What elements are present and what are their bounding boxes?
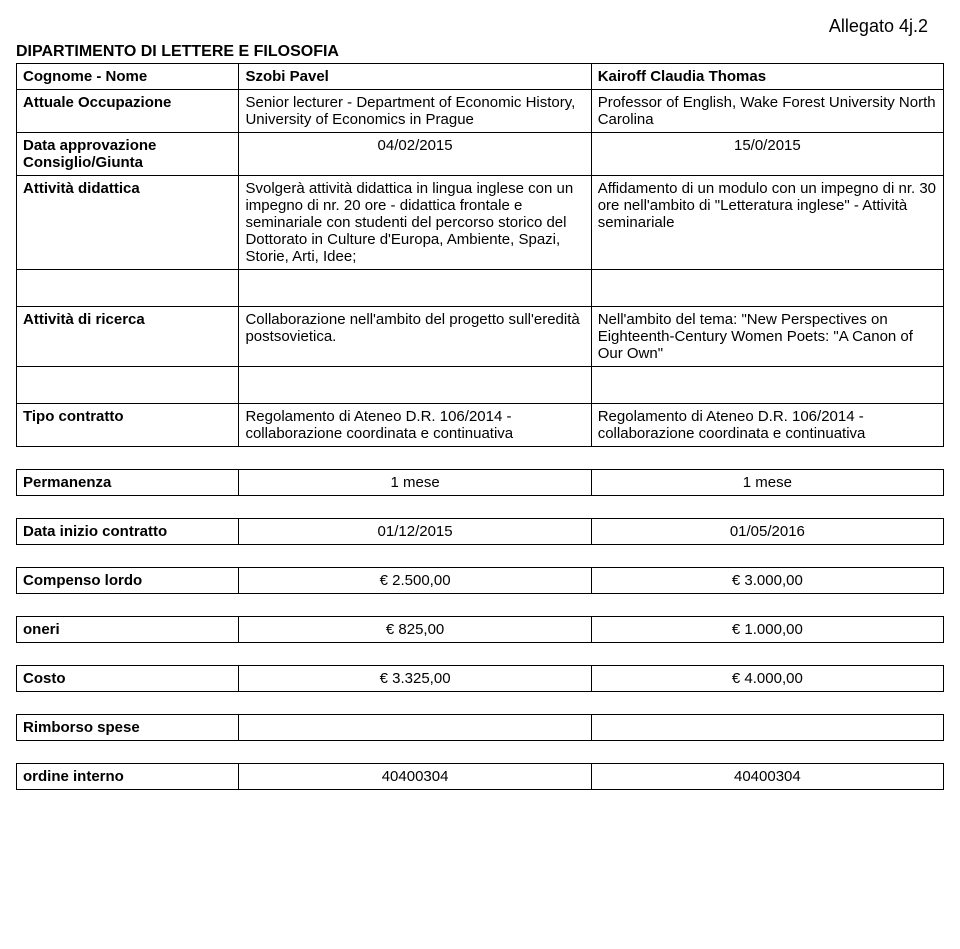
table-gap [16,545,944,567]
label-order: ordine interno [17,764,239,790]
order-table: ordine interno 40400304 40400304 [16,763,944,790]
spacer-row [17,270,944,307]
cell-contract-2: Regolamento di Ateneo D.R. 106/2014 - co… [591,404,943,447]
cell-start-1: 01/12/2015 [239,519,591,545]
cell-name-2: Kairoff Claudia Thomas [591,64,943,90]
table-gap [16,447,944,469]
spacer-row [17,367,944,404]
cell-approval-1: 04/02/2015 [239,133,591,176]
table-row: Tipo contratto Regolamento di Ateneo D.R… [17,404,944,447]
table-gap [16,692,944,714]
cell-contract-1: Regolamento di Ateneo D.R. 106/2014 - co… [239,404,591,447]
table-row: Costo € 3.325,00 € 4.000,00 [17,666,944,692]
table-row: Cognome - Nome Szobi Pavel Kairoff Claud… [17,64,944,90]
cell-cost-2: € 4.000,00 [591,666,943,692]
label-research: Attività di ricerca [17,307,239,367]
cell-stay-1: 1 mese [239,470,591,496]
start-table: Data inizio contratto 01/12/2015 01/05/2… [16,518,944,545]
cell-gross-1: € 2.500,00 [239,568,591,594]
annex-label: Allegato 4j.2 [16,16,944,37]
cell-order-1: 40400304 [239,764,591,790]
cell-cost-1: € 3.325,00 [239,666,591,692]
department-title: DIPARTIMENTO DI LETTERE E FILOSOFIA [16,43,944,61]
label-stay: Permanenza [17,470,239,496]
table-row: oneri € 825,00 € 1.000,00 [17,617,944,643]
cost-table: Costo € 3.325,00 € 4.000,00 [16,665,944,692]
cell-stay-2: 1 mese [591,470,943,496]
label-teaching: Attività didattica [17,176,239,270]
cell-research-2: Nell'ambito del tema: "New Perspectives … [591,307,943,367]
table-row: Data approvazione Consiglio/Giunta 04/02… [17,133,944,176]
table-gap [16,496,944,518]
table-gap [16,594,944,616]
table-row: Attività di ricerca Collaborazione nell'… [17,307,944,367]
cell-charges-1: € 825,00 [239,617,591,643]
label-charges: oneri [17,617,239,643]
cell-charges-2: € 1.000,00 [591,617,943,643]
table-gap [16,643,944,665]
cell-occupation-1: Senior lecturer - Department of Economic… [239,90,591,133]
label-start: Data inizio contratto [17,519,239,545]
cell-name-1: Szobi Pavel [239,64,591,90]
table-row: Data inizio contratto 01/12/2015 01/05/2… [17,519,944,545]
label-occupation: Attuale Occupazione [17,90,239,133]
cell-gross-2: € 3.000,00 [591,568,943,594]
main-table: Cognome - Nome Szobi Pavel Kairoff Claud… [16,63,944,447]
table-row: ordine interno 40400304 40400304 [17,764,944,790]
cell-teaching-2: Affidamento di un modulo con un impegno … [591,176,943,270]
table-row: Permanenza 1 mese 1 mese [17,470,944,496]
label-gross: Compenso lordo [17,568,239,594]
label-approval: Data approvazione Consiglio/Giunta [17,133,239,176]
cell-teaching-1: Svolgerà attività didattica in lingua in… [239,176,591,270]
label-contract: Tipo contratto [17,404,239,447]
table-row: Rimborso spese [17,715,944,741]
cell-occupation-2: Professor of English, Wake Forest Univer… [591,90,943,133]
gross-table: Compenso lordo € 2.500,00 € 3.000,00 [16,567,944,594]
label-reimb: Rimborso spese [17,715,239,741]
cell-research-1: Collaborazione nell'ambito del progetto … [239,307,591,367]
label-name: Cognome - Nome [17,64,239,90]
charges-table: oneri € 825,00 € 1.000,00 [16,616,944,643]
reimb-table: Rimborso spese [16,714,944,741]
cell-start-2: 01/05/2016 [591,519,943,545]
cell-reimb-1 [239,715,591,741]
lower-table: Permanenza 1 mese 1 mese [16,469,944,496]
cell-approval-2: 15/0/2015 [591,133,943,176]
table-row: Attuale Occupazione Senior lecturer - De… [17,90,944,133]
table-row: Attività didattica Svolgerà attività did… [17,176,944,270]
label-cost: Costo [17,666,239,692]
cell-order-2: 40400304 [591,764,943,790]
table-row: Compenso lordo € 2.500,00 € 3.000,00 [17,568,944,594]
cell-reimb-2 [591,715,943,741]
table-gap [16,741,944,763]
